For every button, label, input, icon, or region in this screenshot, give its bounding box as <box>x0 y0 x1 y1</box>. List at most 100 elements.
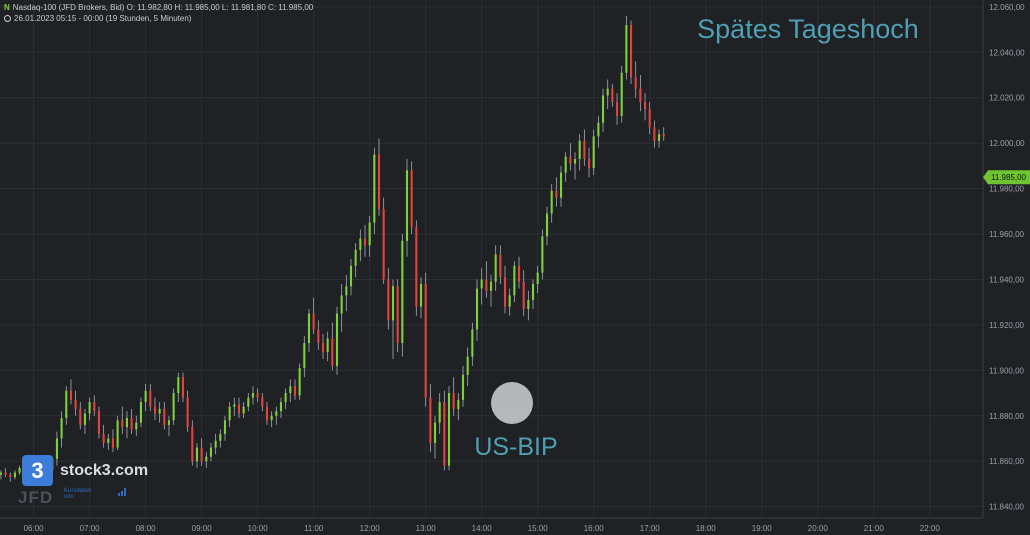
candle-up <box>289 386 292 394</box>
stock3-logo-text: stock3.com <box>60 462 149 479</box>
candle-down <box>517 265 521 282</box>
candle-up <box>65 390 68 419</box>
candle-up <box>13 472 16 478</box>
y-tick-label: 12.020,00 <box>989 94 1025 103</box>
x-tick-label: 07:00 <box>80 524 101 533</box>
time-range-text: 26.01.2023 05:15 - 00:00 (19 Stunden, 5 … <box>14 14 192 23</box>
last-price-label: 11.985,00 <box>991 173 1027 182</box>
candle-up <box>597 122 600 137</box>
candle-down <box>74 399 77 409</box>
candle-down <box>499 254 502 278</box>
candle-down <box>97 411 101 434</box>
candle-down <box>111 438 115 448</box>
last-price-marker: 11.985,00 <box>983 170 1030 185</box>
candle-down <box>293 386 297 396</box>
candle-down <box>615 102 619 116</box>
instrument-header: N Nasdaq-100 (JFD Brokers, Bid) O: 11.982… <box>4 3 313 12</box>
gdp-release-marker[interactable] <box>491 382 533 424</box>
candle-down <box>261 397 264 407</box>
candle-up <box>125 418 129 428</box>
candle-up <box>625 24 628 73</box>
candle-down <box>79 408 82 425</box>
candle-up <box>107 438 110 444</box>
annotation-late-high: Spätes Tageshoch <box>697 14 919 44</box>
candle-up <box>578 140 581 160</box>
candle-up <box>466 356 469 375</box>
candle-up <box>303 343 306 369</box>
candle-up <box>391 286 395 321</box>
candle-up <box>508 295 511 307</box>
candle-up <box>83 413 86 425</box>
candle-up <box>18 468 21 473</box>
candle-down <box>485 279 488 291</box>
candle-down <box>163 408 166 425</box>
candle-up <box>139 402 143 423</box>
candle-up <box>531 283 535 300</box>
x-tick-label: 19:00 <box>752 524 773 533</box>
candle-up <box>0 472 2 475</box>
candle-down <box>9 474 12 478</box>
x-tick-label: 16:00 <box>584 524 605 533</box>
candle-up <box>345 286 348 296</box>
candle-up <box>373 154 376 223</box>
x-tick-label: 09:00 <box>192 524 213 533</box>
candle-down <box>256 393 259 398</box>
candle-up <box>233 404 236 407</box>
x-tick-label: 20:00 <box>808 524 829 533</box>
candle-up <box>489 281 493 291</box>
y-tick-label: 11.940,00 <box>989 275 1025 284</box>
candle-up <box>592 136 595 169</box>
candle-down <box>587 159 591 169</box>
candle-up <box>606 88 609 96</box>
candle-up <box>536 272 539 284</box>
candle-up <box>419 283 423 307</box>
candle-up <box>307 313 311 344</box>
candle-up <box>620 72 623 116</box>
candle-down <box>265 406 269 421</box>
candle-down <box>643 102 647 110</box>
candle-down <box>93 402 96 412</box>
candle-up <box>60 418 63 439</box>
x-tick-label: 08:00 <box>136 524 157 533</box>
candle-up <box>205 456 208 462</box>
candle-up <box>573 159 577 164</box>
candle-down <box>181 377 185 398</box>
x-tick-label: 11:00 <box>304 524 324 533</box>
candle-down <box>363 238 367 246</box>
candle-up <box>219 433 222 441</box>
y-tick-label: 11.980,00 <box>989 185 1025 194</box>
candle-up <box>471 329 474 357</box>
candle-down <box>611 88 614 103</box>
candle-up <box>545 213 549 237</box>
x-tick-label: 13:00 <box>416 524 437 533</box>
candle-up <box>433 422 437 444</box>
y-axis: 12.060,00 12.040,00 12.020,00 12.000,00 11.9… <box>982 0 1025 518</box>
y-tick-label: 11.840,00 <box>989 503 1025 512</box>
candle-up <box>550 190 553 214</box>
x-tick-label: 22:00 <box>920 524 941 533</box>
x-tick-label: 10:00 <box>248 524 269 533</box>
data-source-text: Kursdaten von <box>64 488 92 500</box>
candle-up <box>354 249 357 266</box>
candle-down <box>424 283 427 398</box>
candle-down <box>331 338 334 366</box>
y-tick-label: 12.000,00 <box>989 139 1025 148</box>
candle-up <box>209 447 213 457</box>
candle-up <box>88 402 91 414</box>
candle-down <box>429 397 432 444</box>
candle-down <box>639 88 642 103</box>
candle-down <box>321 343 325 353</box>
annotation-us-gdp: US-BIP <box>474 433 557 461</box>
candle-down <box>410 170 413 228</box>
candle-up <box>177 377 180 394</box>
candle-up <box>475 288 479 330</box>
jfd-logo: JFD <box>18 488 54 507</box>
candle-down <box>317 329 320 344</box>
candle-up <box>172 393 175 421</box>
candle-up <box>601 95 605 123</box>
y-tick-label: 12.060,00 <box>989 3 1025 12</box>
candle-up <box>494 254 497 282</box>
y-tick-label: 11.900,00 <box>989 366 1025 375</box>
x-axis: 06:00 07:00 08:00 09:00 10:00 11:00 12:00 13:00… <box>0 517 983 533</box>
